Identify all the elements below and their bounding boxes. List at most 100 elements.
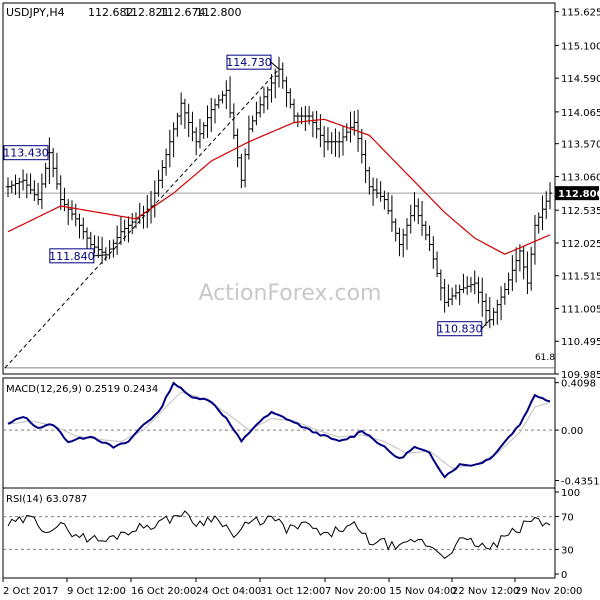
annotation-leader xyxy=(93,254,106,257)
price-bar xyxy=(352,110,357,136)
price-bar xyxy=(73,203,78,227)
price-bar xyxy=(295,112,300,127)
price-bar xyxy=(164,148,169,176)
price-bar xyxy=(416,198,421,225)
price-bar xyxy=(239,153,244,189)
price-bar xyxy=(273,68,278,99)
price-bar xyxy=(310,111,315,138)
macd-tick-label: 0.00 xyxy=(561,426,583,437)
price-bar xyxy=(209,97,214,133)
price-bar xyxy=(6,177,10,198)
ohlc-close: 112.800 xyxy=(196,6,242,19)
price-bar xyxy=(442,278,447,313)
price-bar xyxy=(182,98,187,129)
price-bar xyxy=(62,187,67,212)
price-bar xyxy=(544,191,549,220)
price-bar xyxy=(548,182,552,210)
price-bar xyxy=(224,80,229,110)
price-bar xyxy=(457,284,462,306)
price-bar xyxy=(517,244,522,272)
price-bar xyxy=(348,111,353,143)
macd-signal-line xyxy=(7,391,551,469)
annotation-label: 110.830 xyxy=(437,323,483,336)
ohlc-high: 112.821 xyxy=(124,6,170,19)
annotation-label: 113.430 xyxy=(3,147,49,160)
price-bar xyxy=(420,200,425,236)
price-bar xyxy=(529,246,534,291)
rsi-tick-label: 0 xyxy=(561,570,567,581)
price-bar xyxy=(453,284,458,300)
price-bar xyxy=(435,251,440,278)
price-bar xyxy=(374,178,379,199)
price-bar xyxy=(382,190,387,210)
price-bar xyxy=(480,277,485,317)
x-tick-label: 16 Oct 20:00 xyxy=(131,586,196,597)
price-annotation: 111.840 xyxy=(49,248,106,264)
price-bar xyxy=(292,98,297,124)
rsi-frame xyxy=(2,487,556,579)
price-bar xyxy=(446,284,451,307)
rsi-tick-label: 100 xyxy=(561,488,580,499)
price-bar xyxy=(179,92,184,125)
price-bar xyxy=(205,105,210,138)
price-bar xyxy=(284,76,289,108)
price-bar xyxy=(175,112,180,137)
x-tick-label: 29 Nov 20:00 xyxy=(515,586,582,597)
price-tick-label: 111.515 xyxy=(561,272,600,283)
price-bar xyxy=(397,227,402,257)
price-bar xyxy=(243,148,248,188)
price-tick-label: 112.535 xyxy=(561,206,600,217)
price-bar xyxy=(450,287,455,306)
price-bar xyxy=(499,286,504,321)
price-bars xyxy=(6,56,552,329)
macd-tick-label: -0.4351 xyxy=(561,476,600,487)
price-bar xyxy=(167,129,172,168)
price-bar xyxy=(484,293,489,326)
price-bar xyxy=(359,128,364,164)
price-bar xyxy=(28,173,33,195)
price-bar xyxy=(371,177,376,206)
price-bar xyxy=(337,131,342,158)
price-tick-label: 110.495 xyxy=(561,337,600,348)
x-tick-label: 15 Nov 04:00 xyxy=(389,586,456,597)
moving-average-line xyxy=(7,118,551,255)
price-bar xyxy=(220,90,225,104)
price-bar xyxy=(540,195,545,231)
price-bar xyxy=(438,269,443,301)
price-bar xyxy=(461,273,466,294)
x-tick-label: 7 Nov 20:00 xyxy=(325,586,386,597)
price-bar xyxy=(431,236,436,269)
price-bar xyxy=(277,56,281,88)
price-tick-label: 113.060 xyxy=(561,172,600,183)
price-bar xyxy=(363,140,368,184)
price-bar xyxy=(216,94,221,109)
price-bar xyxy=(329,132,334,155)
price-bar xyxy=(506,272,511,295)
x-tick-label: 2 Oct 2017 xyxy=(3,586,58,597)
price-bar xyxy=(77,213,82,239)
price-bar xyxy=(322,126,327,158)
price-bar xyxy=(344,123,349,142)
price-bar xyxy=(66,198,71,226)
price-bar xyxy=(201,122,206,139)
price-bar xyxy=(231,103,236,140)
macd-tick-label: 0.4098 xyxy=(561,379,596,390)
price-bar xyxy=(288,88,293,109)
price-title: USDJPY,H4 xyxy=(6,6,65,19)
price-bar xyxy=(472,270,477,295)
price-bar xyxy=(487,297,492,329)
price-bar xyxy=(404,218,409,250)
price-tick-label: 114.065 xyxy=(561,108,600,119)
annotation-leader xyxy=(481,319,491,330)
price-bar xyxy=(389,195,394,232)
price-bar xyxy=(194,127,199,156)
annotation-leader xyxy=(270,61,280,70)
price-bar xyxy=(254,101,259,126)
price-tick-label: 111.005 xyxy=(561,304,600,315)
price-tick-label: 115.100 xyxy=(561,41,600,52)
rsi-tick-label: 30 xyxy=(561,545,574,556)
price-bar xyxy=(258,96,263,118)
price-bar xyxy=(514,247,519,283)
price-bar xyxy=(21,169,26,191)
